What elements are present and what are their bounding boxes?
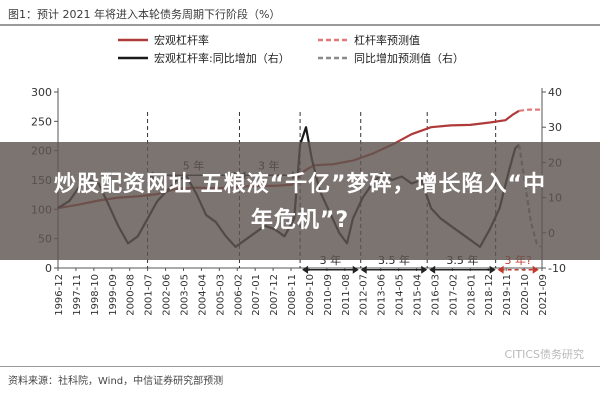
right-tick-label: -10 xyxy=(548,262,566,275)
right-tick-label: 30 xyxy=(548,121,562,134)
annotation-arrow-right xyxy=(421,265,428,274)
x-tick-label: 1999-09 xyxy=(108,274,119,316)
left-tick-label: 0 xyxy=(45,262,52,275)
annotation-arrow-left xyxy=(429,265,436,274)
headline-line-1[interactable]: 炒股配资网址 五粮液“千亿”梦碎，增长陷入“中 xyxy=(53,172,547,197)
x-tick-label: 2014-05 xyxy=(395,274,406,316)
x-tick-label: 2015-04 xyxy=(413,274,424,316)
x-tick-label: 2003-05 xyxy=(179,274,190,316)
x-tick-label: 2019-11 xyxy=(502,274,513,316)
annotation-arrow-left xyxy=(360,265,367,274)
x-tick-label: 2004-04 xyxy=(197,274,208,316)
bottom-rule xyxy=(0,366,600,367)
x-tick-label: 2011-08 xyxy=(341,274,352,316)
x-tick-label: 2016-03 xyxy=(430,274,441,316)
x-tick-label: 1997-11 xyxy=(72,274,83,316)
x-tick-label: 2013-06 xyxy=(377,274,388,316)
x-tick-label: 2006-02 xyxy=(233,274,244,316)
annotation-arrow-right xyxy=(489,265,496,274)
x-tick-label: 1998-10 xyxy=(90,274,101,316)
headline-line-2[interactable]: 年危机”? xyxy=(250,208,350,233)
x-tick-label: 2018-12 xyxy=(484,274,495,316)
watermark: CITICS债务研究 xyxy=(504,348,584,361)
series-line xyxy=(518,108,541,112)
x-tick-label: 2008-11 xyxy=(287,274,298,316)
legend-label: 宏观杠杆率 xyxy=(154,33,209,47)
x-tick-label: 2018-01 xyxy=(466,274,477,316)
x-tick-label: 2009-10 xyxy=(305,274,316,316)
x-tick-label: 2010-09 xyxy=(323,274,334,316)
x-tick-label: 2021-09 xyxy=(538,274,549,316)
annotation-arrow-right xyxy=(532,265,539,274)
headline-banner[interactable] xyxy=(0,142,600,260)
x-tick-label: 2007-12 xyxy=(269,274,280,316)
annotation-arrow-right xyxy=(352,265,359,274)
annotation-arrow-left xyxy=(302,265,309,274)
annotation-arrow-left xyxy=(497,265,504,274)
right-tick-label: 40 xyxy=(548,86,562,99)
left-tick-label: 300 xyxy=(31,86,52,99)
x-tick-label: 2000-08 xyxy=(126,274,137,316)
legend-label: 杠杆率预测值 xyxy=(354,33,420,47)
legend-label: 宏观杠杆率:同比增加（右） xyxy=(154,51,290,65)
x-tick-label: 1996-12 xyxy=(54,274,65,316)
figure-title: 图1：预计 2021 年将进入本轮债务周期下行阶段（%） xyxy=(8,8,281,21)
x-tick-label: 2017-02 xyxy=(448,274,459,316)
x-tick-label: 2005-03 xyxy=(215,274,226,316)
x-tick-label: 2007-01 xyxy=(251,274,262,316)
x-tick-label: 2012-07 xyxy=(359,274,370,316)
x-tick-label: 2020-10 xyxy=(520,274,531,316)
left-tick-label: 250 xyxy=(31,115,52,128)
x-tick-label: 2002-06 xyxy=(162,274,173,316)
legend-label: 同比增加预测值（右） xyxy=(354,51,464,65)
source-note: 资料来源：社科院，Wind，中信证券研究部预测 xyxy=(8,376,224,387)
x-tick-label: 2001-07 xyxy=(144,274,155,316)
top-rule xyxy=(0,24,600,26)
